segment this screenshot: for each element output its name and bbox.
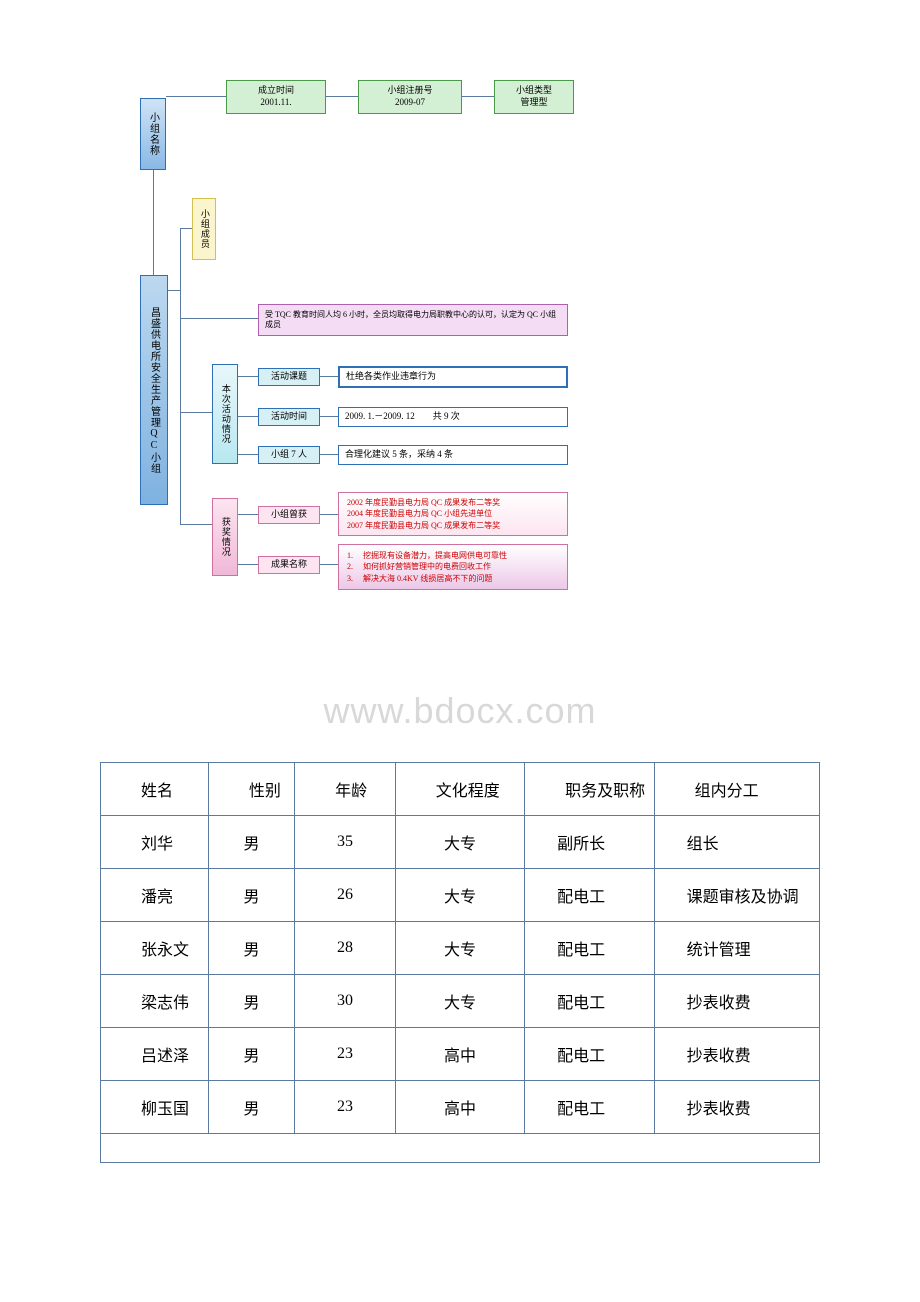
- col-age: 年龄: [295, 763, 396, 816]
- cell-role: 抄表收费: [654, 1028, 819, 1081]
- table-row: 柳玉国男23高中配电工抄表收费: [101, 1081, 820, 1134]
- cell-edu: 大专: [395, 975, 524, 1028]
- cell-title: 配电工: [525, 975, 654, 1028]
- activity-time-value: 2009. 1.－2009. 12 共 9 次: [338, 407, 568, 427]
- cell-gender: 男: [208, 922, 294, 975]
- cell-title: 配电工: [525, 1081, 654, 1134]
- cell-title: 配电工: [525, 922, 654, 975]
- org-flowchart: 小组名称 昌盛供电所安全生产管理QC小组 成立时间 2001.11. 小组注册号…: [140, 80, 660, 670]
- activity-topic-value: 杜绝各类作业违章行为: [338, 366, 568, 388]
- cell-gender: 男: [208, 816, 294, 869]
- cell-edu: 大专: [395, 816, 524, 869]
- cell-title: 配电工: [525, 869, 654, 922]
- cell-name: 刘华: [101, 816, 209, 869]
- cell-age: 23: [295, 1028, 396, 1081]
- members-label-box: 小组成员: [192, 198, 216, 260]
- table-row: 刘华男35大专副所长组长: [101, 816, 820, 869]
- cell-name: 潘亮: [101, 869, 209, 922]
- table-row: 张永文男28大专配电工统计管理: [101, 922, 820, 975]
- table-header-row: 姓名 性别 年龄 文化程度 职务及职称 组内分工: [101, 763, 820, 816]
- cell-age: 30: [295, 975, 396, 1028]
- cell-title: 副所长: [525, 816, 654, 869]
- main-title-box: 昌盛供电所安全生产管理QC小组: [140, 275, 168, 505]
- activity-topic-label: 活动课题: [258, 368, 320, 386]
- cell-age: 26: [295, 869, 396, 922]
- cell-role: 统计管理: [654, 922, 819, 975]
- table-row: 吕述泽男23高中配电工抄表收费: [101, 1028, 820, 1081]
- cell-gender: 男: [208, 1081, 294, 1134]
- tqc-text-box: 受 TQC 教育时间人均 6 小时，全员均取得电力局职教中心的认可，认定为 QC…: [258, 304, 568, 336]
- cell-age: 28: [295, 922, 396, 975]
- awards-received-value: 2002 年度民勤县电力局 QC 成果发布二等奖 2004 年度民勤县电力局 Q…: [338, 492, 568, 536]
- cell-name: 吕述泽: [101, 1028, 209, 1081]
- cell-role: 抄表收费: [654, 1081, 819, 1134]
- activity-members-label: 小组 7 人: [258, 446, 320, 464]
- group-type-box: 小组类型 管理型: [494, 80, 574, 114]
- cell-role: 抄表收费: [654, 975, 819, 1028]
- awards-results-label: 成果名称: [258, 556, 320, 574]
- col-gender: 性别: [208, 763, 294, 816]
- cell-edu: 大专: [395, 922, 524, 975]
- cell-name: 柳玉国: [101, 1081, 209, 1134]
- activity-section-label: 本次活动情况: [212, 364, 238, 464]
- awards-section-label: 获奖情况: [212, 498, 238, 576]
- group-name-label: 小组名称: [140, 98, 166, 170]
- activity-time-label: 活动时间: [258, 408, 320, 426]
- empty-cell: [101, 1134, 820, 1163]
- cell-age: 23: [295, 1081, 396, 1134]
- table-row: 潘亮男26大专配电工课题审核及协调: [101, 869, 820, 922]
- cell-edu: 高中: [395, 1028, 524, 1081]
- cell-role: 组长: [654, 816, 819, 869]
- cell-role: 课题审核及协调: [654, 869, 819, 922]
- register-no-box: 小组注册号 2009-07: [358, 80, 462, 114]
- cell-name: 梁志伟: [101, 975, 209, 1028]
- table-row-empty: [101, 1134, 820, 1163]
- col-name: 姓名: [101, 763, 209, 816]
- cell-edu: 大专: [395, 869, 524, 922]
- watermark: www.bdocx.com: [100, 690, 820, 732]
- cell-gender: 男: [208, 975, 294, 1028]
- col-title: 职务及职称: [525, 763, 654, 816]
- cell-age: 35: [295, 816, 396, 869]
- cell-title: 配电工: [525, 1028, 654, 1081]
- activity-members-value: 合理化建议 5 条，采纳 4 条: [338, 445, 568, 465]
- table-row: 梁志伟男30大专配电工抄表收费: [101, 975, 820, 1028]
- col-edu: 文化程度: [395, 763, 524, 816]
- cell-edu: 高中: [395, 1081, 524, 1134]
- establish-time-box: 成立时间 2001.11.: [226, 80, 326, 114]
- cell-gender: 男: [208, 869, 294, 922]
- awards-received-label: 小组曾获: [258, 506, 320, 524]
- awards-results-value: 1. 挖掘现有设备潜力，提高电网供电可靠性 2. 如何抓好营销管理中的电费回收工…: [338, 544, 568, 590]
- col-role: 组内分工: [654, 763, 819, 816]
- cell-name: 张永文: [101, 922, 209, 975]
- members-table: 姓名 性别 年龄 文化程度 职务及职称 组内分工 刘华男35大专副所长组长潘亮男…: [100, 762, 820, 1163]
- cell-gender: 男: [208, 1028, 294, 1081]
